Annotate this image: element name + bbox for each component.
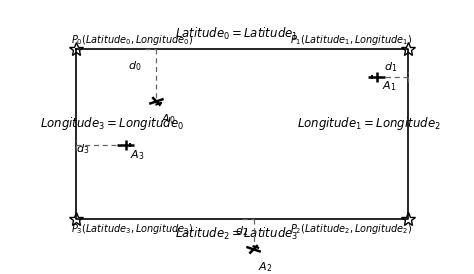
Text: $A_1$: $A_1$ <box>382 79 396 93</box>
Text: $d_2$: $d_2$ <box>235 225 248 238</box>
Text: $Longitude_3 = Longitude_0$: $Longitude_3 = Longitude_0$ <box>40 115 184 132</box>
Text: $A_2$: $A_2$ <box>258 260 273 274</box>
Text: $Latitude_0 = Latitude_1$: $Latitude_0 = Latitude_1$ <box>175 26 299 42</box>
Text: $d_0$: $d_0$ <box>128 59 142 73</box>
Text: $Latitude_2 = Latitude_3$: $Latitude_2 = Latitude_3$ <box>175 226 299 242</box>
Text: $A_0$: $A_0$ <box>161 112 176 126</box>
Text: $d_3$: $d_3$ <box>76 142 90 156</box>
Text: $d_1$: $d_1$ <box>384 60 398 74</box>
Text: $P_1(Latitude_1,Longitude_1)$: $P_1(Latitude_1,Longitude_1)$ <box>290 33 412 47</box>
Text: $P_2(Latitude_2,Longitude_2)$: $P_2(Latitude_2,Longitude_2)$ <box>290 222 412 236</box>
Text: $A_3$: $A_3$ <box>130 148 145 162</box>
Text: $P_3(Latitude_3,Longitude_3)$: $P_3(Latitude_3,Longitude_3)$ <box>71 222 193 236</box>
Text: $P_0(Latitude_0,Longitude_0)$: $P_0(Latitude_0,Longitude_0)$ <box>71 33 193 47</box>
Text: $Longitude_1 = Longitude_2$: $Longitude_1 = Longitude_2$ <box>297 115 441 132</box>
